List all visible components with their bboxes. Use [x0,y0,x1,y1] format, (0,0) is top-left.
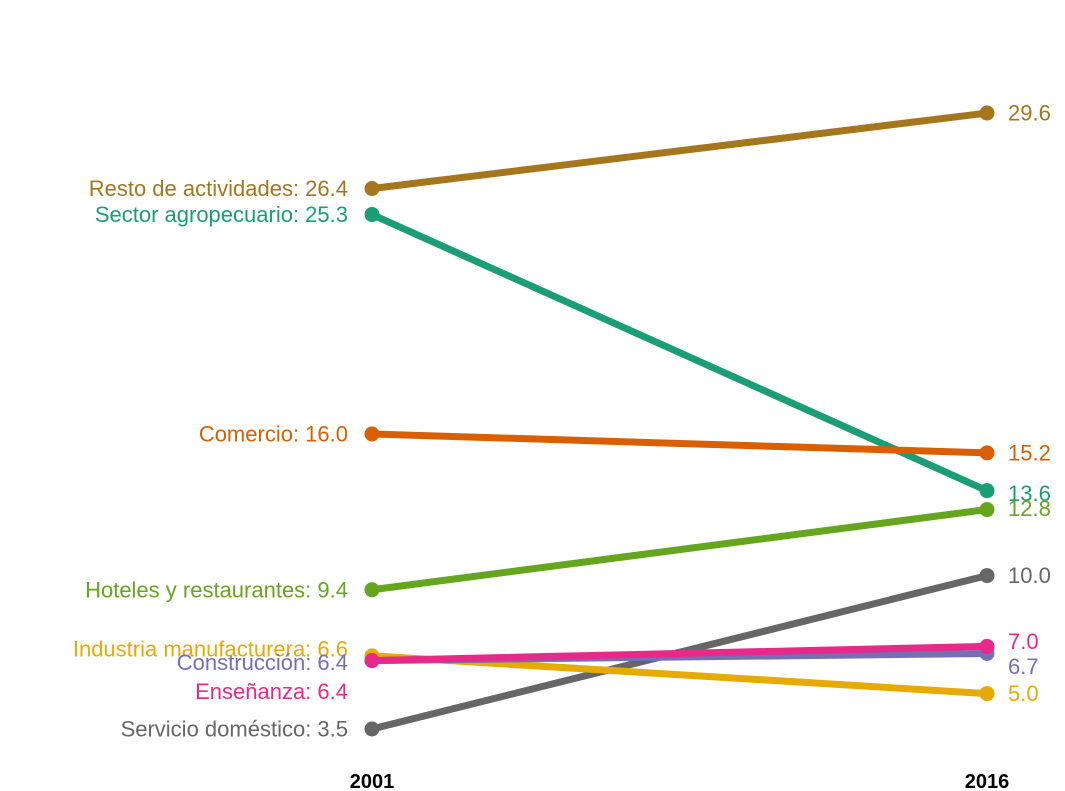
x-axis-tick-label: 2016 [965,771,1010,791]
series-point [979,568,995,584]
series-line [368,506,991,594]
end-value-label: 6.7 [1008,654,1039,679]
series-point [979,105,995,121]
start-value-label: Enseñanza: 6.4 [195,679,348,704]
end-value-label: 15.2 [1008,440,1051,465]
series-point [364,207,380,223]
series-point [364,582,380,598]
series-point [979,686,995,702]
series-line [368,211,991,495]
series-point [364,426,380,442]
end-value-label: 29.6 [1008,101,1051,126]
series-line [368,430,991,457]
start-value-label: Construcción: 6.4 [177,650,348,675]
x-axis-tick-label: 2001 [350,771,395,791]
start-value-label: Sector agropecuario: 25.3 [95,202,348,227]
start-value-label: Industria manufacturera: 6.6 [73,636,348,661]
series-layer [364,105,995,737]
start-value-label: Resto de actividades: 26.4 [89,176,348,201]
start-value-label: Servicio doméstico: 3.5 [121,717,348,742]
series-line [368,109,991,193]
series-point [979,638,995,654]
label-layer: Resto de actividades: 26.4 29.6 Sector agr… [73,101,1051,742]
series-point [979,483,995,499]
series-point [979,445,995,461]
series-point [364,181,380,197]
end-value-label: 13.6 [1008,481,1051,506]
series-point [364,721,380,737]
series-line [368,642,991,665]
series-point [364,653,380,669]
end-value-label: 12.8 [1008,496,1051,521]
end-value-label: 7.0 [1008,629,1039,654]
start-value-label: Hoteles y restaurantes: 9.4 [85,577,348,602]
end-value-label: 5.0 [1008,681,1039,706]
series-point [979,502,995,518]
start-value-label: Comercio: 16.0 [199,422,348,447]
end-value-label: 10.0 [1008,563,1051,588]
